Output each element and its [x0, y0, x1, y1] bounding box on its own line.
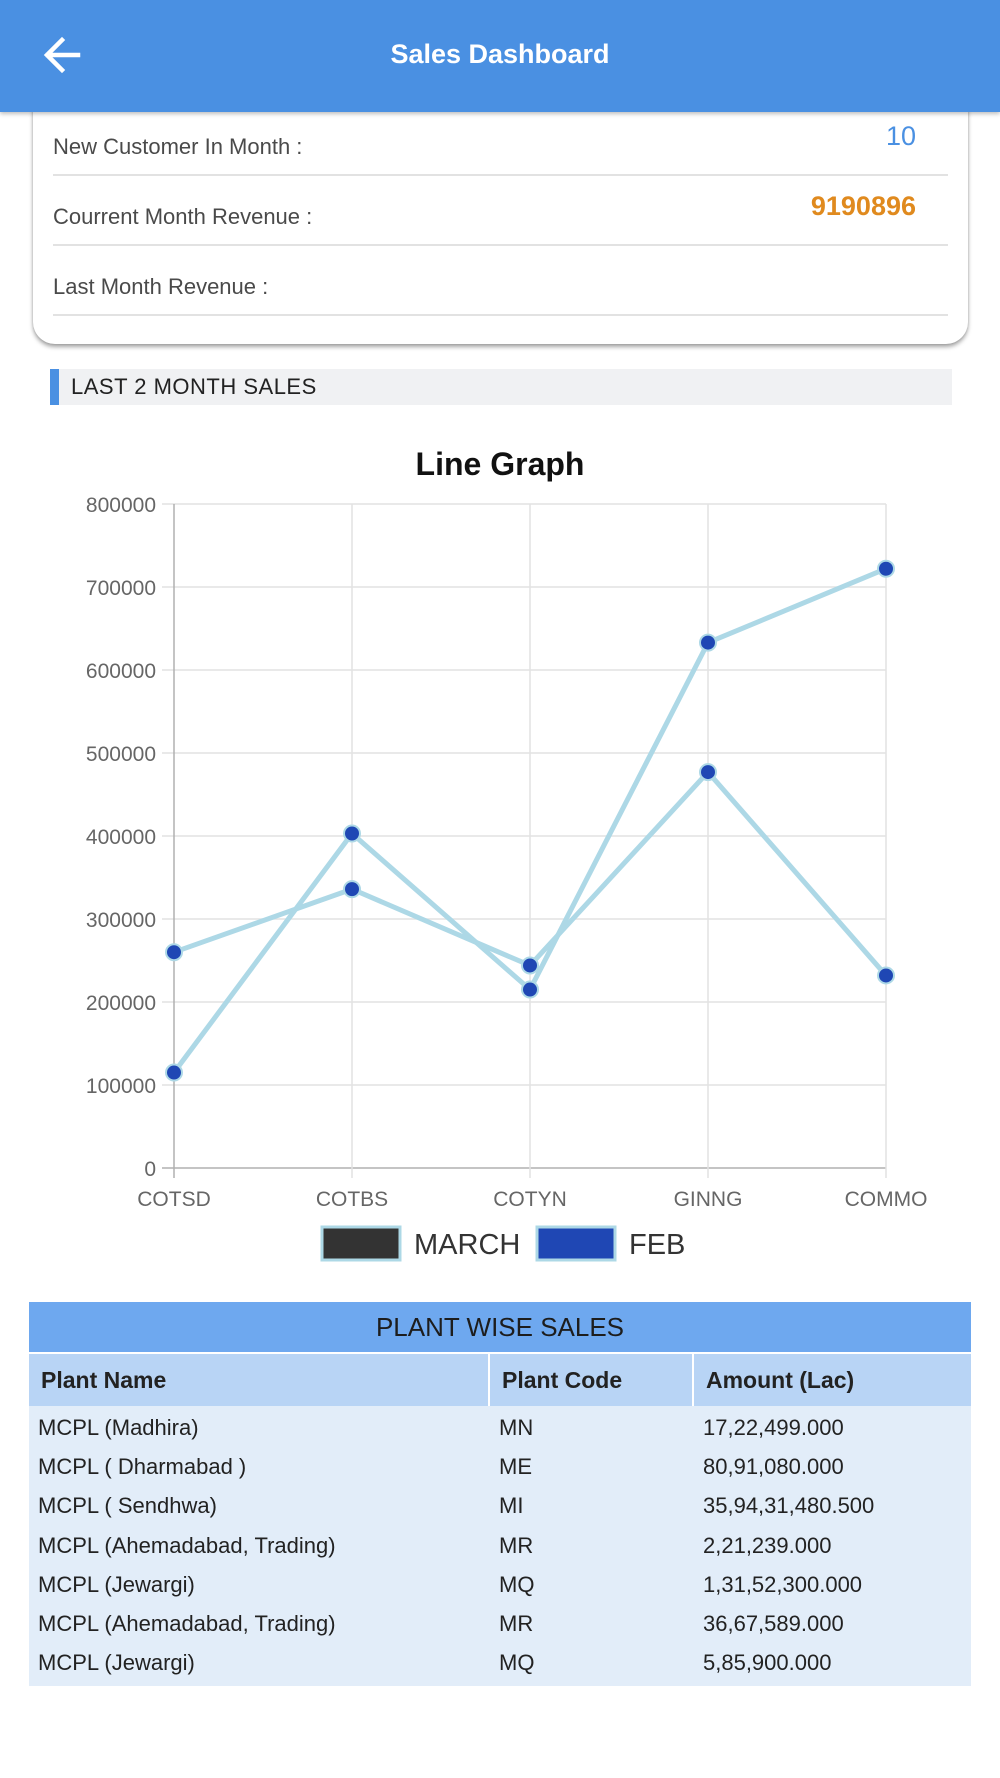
chart-svg: Line Graph 0 100000 200000 300000 400000 50000…	[86, 446, 928, 1262]
data-point-march	[343, 880, 361, 899]
summary-label: Courrent Month Revenue :	[53, 204, 313, 229]
data-point-march	[521, 956, 539, 975]
summary-row-last-revenue: Last Month Revenue :	[53, 246, 948, 316]
plant-code-cell: MR	[499, 1610, 534, 1636]
amount-cell: 80,91,080.000	[703, 1454, 844, 1480]
column-header-amount: Amount (Lac)	[706, 1367, 855, 1393]
y-tick-label: 200000	[86, 992, 156, 1015]
legend-swatch-feb	[535, 1225, 617, 1262]
y-tick-label: 400000	[86, 826, 156, 849]
plant-name-cell: MCPL (Jewargi)	[38, 1571, 195, 1597]
legend-label-feb: FEB	[629, 1229, 685, 1261]
y-tick-label: 500000	[86, 743, 156, 766]
y-tick-label: 800000	[86, 494, 156, 517]
current-month-revenue: 9190896	[810, 191, 916, 221]
y-tick-label: 0	[144, 1158, 156, 1181]
chart-title: Line Graph	[416, 446, 585, 482]
plant-code-cell: MN	[499, 1415, 534, 1440]
summary-row-new-customers: New Customer In Month : 10	[53, 106, 948, 176]
plant-code-cell: ME	[499, 1454, 532, 1480]
x-tick-label: COMMO	[845, 1188, 928, 1211]
table-row: MCPL ( Sendhwa) MI 35,94,31,480.500	[29, 1486, 971, 1525]
amount-cell: 17,22,499.000	[703, 1415, 844, 1440]
column-header-plant-code: Plant Code	[490, 1354, 694, 1406]
table-caption: PLANT WISE SALES	[29, 1302, 971, 1352]
amount-cell: 5,85,900.000	[703, 1650, 832, 1676]
table-row: MCPL ( Dharmabad ) ME 80,91,080.000	[29, 1447, 971, 1486]
x-tick-label: COTSD	[137, 1188, 211, 1211]
line-chart: Line Graph 0 100000 200000 300000 400000 50000…	[0, 430, 1000, 1290]
plant-name-cell: MCPL ( Sendhwa)	[38, 1493, 217, 1519]
data-point-feb	[343, 824, 361, 843]
table-body: MCPL (Madhira) MN 17,22,499.000 MCPL ( D…	[29, 1406, 971, 1687]
amount-cell: 2,21,239.000	[703, 1532, 832, 1558]
plant-code-cell: MR	[499, 1532, 534, 1558]
section-title: LAST 2 MONTH SALES	[71, 374, 317, 399]
amount-cell: 1,31,52,300.000	[703, 1571, 863, 1597]
arrow-left-icon	[43, 36, 81, 74]
table-row: MCPL (Ahemadabad, Trading) MR 2,21,239.0…	[29, 1526, 971, 1565]
back-button[interactable]	[38, 30, 88, 80]
data-point-feb	[877, 559, 895, 578]
plant-wise-sales-table: PLANT WISE SALES Plant Name Plant Code A…	[29, 1302, 971, 1687]
data-point-march	[877, 966, 895, 985]
section-header: LAST 2 MONTH SALES	[50, 369, 952, 405]
data-point-feb	[521, 980, 539, 999]
data-point-feb	[165, 1063, 183, 1082]
legend-swatch-march	[320, 1225, 402, 1262]
x-tick-label: COTYN	[493, 1188, 567, 1211]
plant-code-cell: MI	[499, 1493, 524, 1519]
plant-code-cell: MQ	[499, 1650, 535, 1676]
plant-name-cell: MCPL (Jewargi)	[38, 1650, 195, 1676]
table-row: MCPL (Ahemadabad, Trading) MR 36,67,589.…	[29, 1604, 971, 1643]
plant-name-cell: MCPL ( Dharmabad )	[38, 1454, 247, 1480]
y-tick-label: 100000	[86, 1075, 156, 1098]
new-customer-count: 10	[885, 121, 916, 151]
page-title: Sales Dashboard	[390, 39, 610, 69]
amount-cell: 35,94,31,480.500	[703, 1493, 875, 1519]
data-point-march	[165, 943, 183, 962]
table-row: MCPL (Jewargi) MQ 5,85,900.000	[29, 1643, 971, 1682]
summary-card: New Customer In Month : 10 Courrent Mont…	[33, 106, 968, 344]
data-point-feb	[699, 633, 717, 652]
plant-name-cell: MCPL (Ahemadabad, Trading)	[38, 1610, 336, 1636]
data-point-march	[699, 763, 717, 782]
table-row: MCPL (Madhira) MN 17,22,499.000	[29, 1408, 971, 1447]
legend-label-march: MARCH	[414, 1229, 520, 1261]
plant-name-cell: MCPL (Madhira)	[38, 1415, 199, 1440]
plant-name-cell: MCPL (Ahemadabad, Trading)	[38, 1532, 336, 1558]
y-tick-label: 700000	[86, 577, 156, 600]
amount-cell: 36,67,589.000	[703, 1610, 844, 1636]
summary-label: New Customer In Month :	[53, 134, 303, 159]
summary-label: Last Month Revenue :	[53, 274, 269, 299]
x-tick-label: GINNG	[674, 1188, 743, 1211]
y-tick-label: 600000	[86, 660, 156, 683]
plant-code-cell: MQ	[499, 1571, 535, 1597]
table-header-row: Plant Name Plant Code Amount (Lac)	[29, 1352, 971, 1406]
table-row: MCPL (Jewargi) MQ 1,31,52,300.000	[29, 1565, 971, 1604]
column-header-plant-name: Plant Name	[29, 1354, 490, 1406]
summary-row-current-revenue: Courrent Month Revenue : 9190896	[53, 176, 948, 246]
x-tick-label: COTBS	[316, 1188, 388, 1211]
y-tick-label: 300000	[86, 909, 156, 932]
app-bar: Sales Dashboard	[0, 0, 1000, 112]
